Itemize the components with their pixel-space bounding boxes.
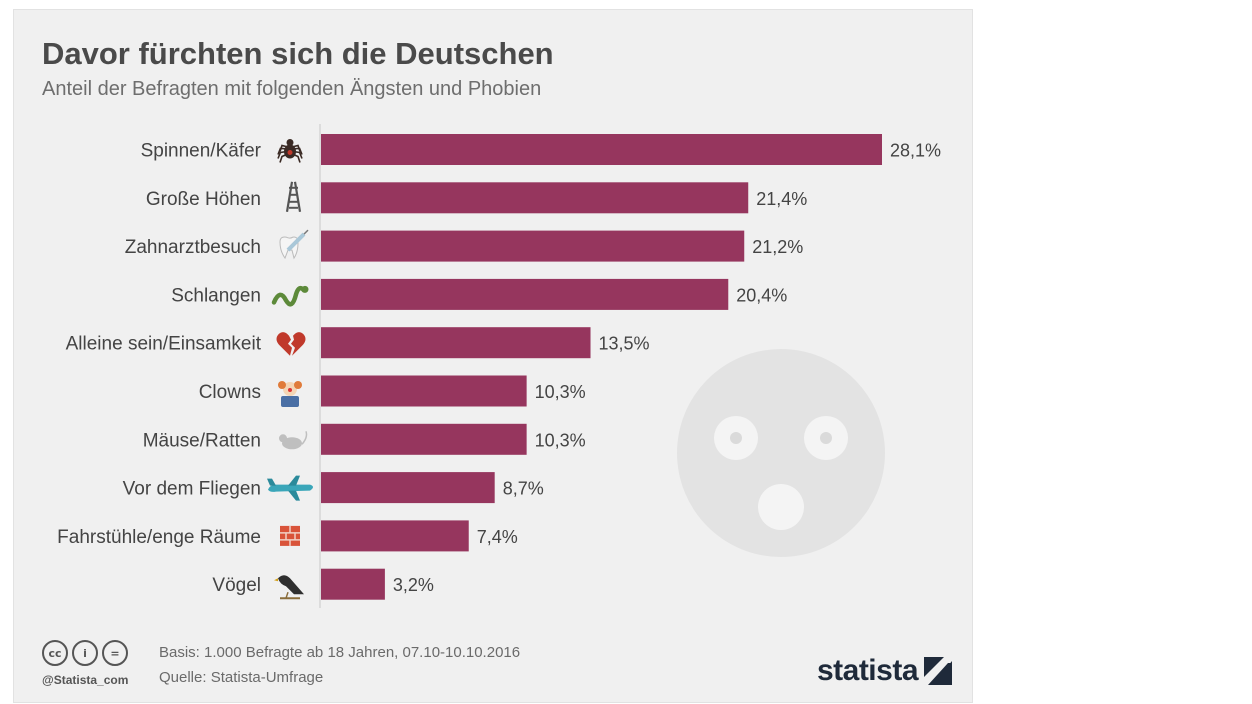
bar-row: Große Höhen 21,4% <box>146 181 807 214</box>
bar <box>321 375 527 407</box>
bar-row: Clowns 10,3% <box>199 375 586 407</box>
bar-row: Alleine sein/Einsamkeit 13,5% <box>66 327 650 359</box>
by-icon: i <box>72 640 98 666</box>
value-label: 13,5% <box>599 334 650 354</box>
value-label: 10,3% <box>535 430 586 450</box>
value-label: 20,4% <box>736 285 787 305</box>
bar <box>321 472 495 504</box>
basis-note: Basis: 1.000 Befragte ab 18 Jahren, 07.1… <box>159 644 521 661</box>
bar-row: Zahnarztbesuch 21,2% <box>125 229 803 262</box>
snake-icon <box>271 285 309 307</box>
category-label: Zahnarztbesuch <box>125 237 261 258</box>
category-label: Spinnen/Käfer <box>141 141 262 162</box>
category-label: Fahrstühle/enge Räume <box>57 527 261 548</box>
bar <box>321 134 882 165</box>
tooth-syringe-icon <box>279 229 309 260</box>
category-label: Schlangen <box>171 285 261 306</box>
spider-icon <box>277 139 303 163</box>
bar <box>321 182 749 214</box>
statista-logo-icon <box>924 657 952 685</box>
bar <box>321 278 729 310</box>
bar-row: Spinnen/Käfer 28,1% <box>141 134 941 165</box>
value-label: 10,3% <box>535 382 586 402</box>
statista-logo-text: statista <box>816 654 919 687</box>
bar-row: Vögel 3,2% <box>212 568 434 600</box>
broken-heart-icon <box>276 332 306 356</box>
value-label: 3,2% <box>393 575 434 595</box>
value-label: 8,7% <box>503 479 544 499</box>
bar <box>321 230 745 262</box>
statista-logo: statista <box>817 654 952 688</box>
bar-row: Vor dem Fliegen 8,7% <box>123 472 544 504</box>
category-label: Alleine sein/Einsamkeit <box>66 334 262 355</box>
footer: cc i = @Statista_com Basis: 1.000 Befrag… <box>42 640 952 692</box>
cc-icon: cc <box>42 640 68 666</box>
value-label: 21,4% <box>756 189 807 209</box>
statista-handle: @Statista_com <box>42 673 129 687</box>
clown-icon <box>278 381 302 407</box>
bar-chart: Spinnen/Käfer 28,1% Große Höhen 21,4% Zahnar… <box>57 124 941 608</box>
bar-row: Schlangen 20,4% <box>171 278 787 310</box>
category-label: Vögel <box>212 575 261 596</box>
category-label: Clowns <box>199 382 261 403</box>
mouse-icon <box>279 431 308 450</box>
surprised-face-icon <box>677 349 885 557</box>
ladder-icon <box>285 181 302 212</box>
brick-wall-icon <box>280 525 300 546</box>
value-label: 28,1% <box>890 141 941 161</box>
source-note: Quelle: Statista-Umfrage <box>159 669 324 686</box>
category-label: Vor dem Fliegen <box>123 479 261 500</box>
category-label: Mäuse/Ratten <box>143 430 261 451</box>
infographic-card: Davor fürchten sich die Deutschen Anteil… <box>14 10 972 702</box>
bar <box>321 568 385 600</box>
chart-subtitle: Anteil der Befragten mit folgenden Ängst… <box>42 78 542 100</box>
bar-row: Fahrstühle/enge Räume 7,4% <box>57 520 518 552</box>
bird-icon <box>274 575 304 600</box>
bar <box>321 327 591 359</box>
bar-row: Mäuse/Ratten 10,3% <box>143 423 586 455</box>
value-label: 7,4% <box>477 527 518 547</box>
category-label: Große Höhen <box>146 189 261 210</box>
chart-title: Davor fürchten sich die Deutschen <box>42 36 554 71</box>
nd-icon: = <box>102 640 128 666</box>
bar <box>321 520 469 552</box>
airplane-icon <box>267 475 313 501</box>
bar <box>321 423 527 455</box>
license-icons: cc i = <box>42 640 128 666</box>
value-label: 21,2% <box>752 237 803 257</box>
